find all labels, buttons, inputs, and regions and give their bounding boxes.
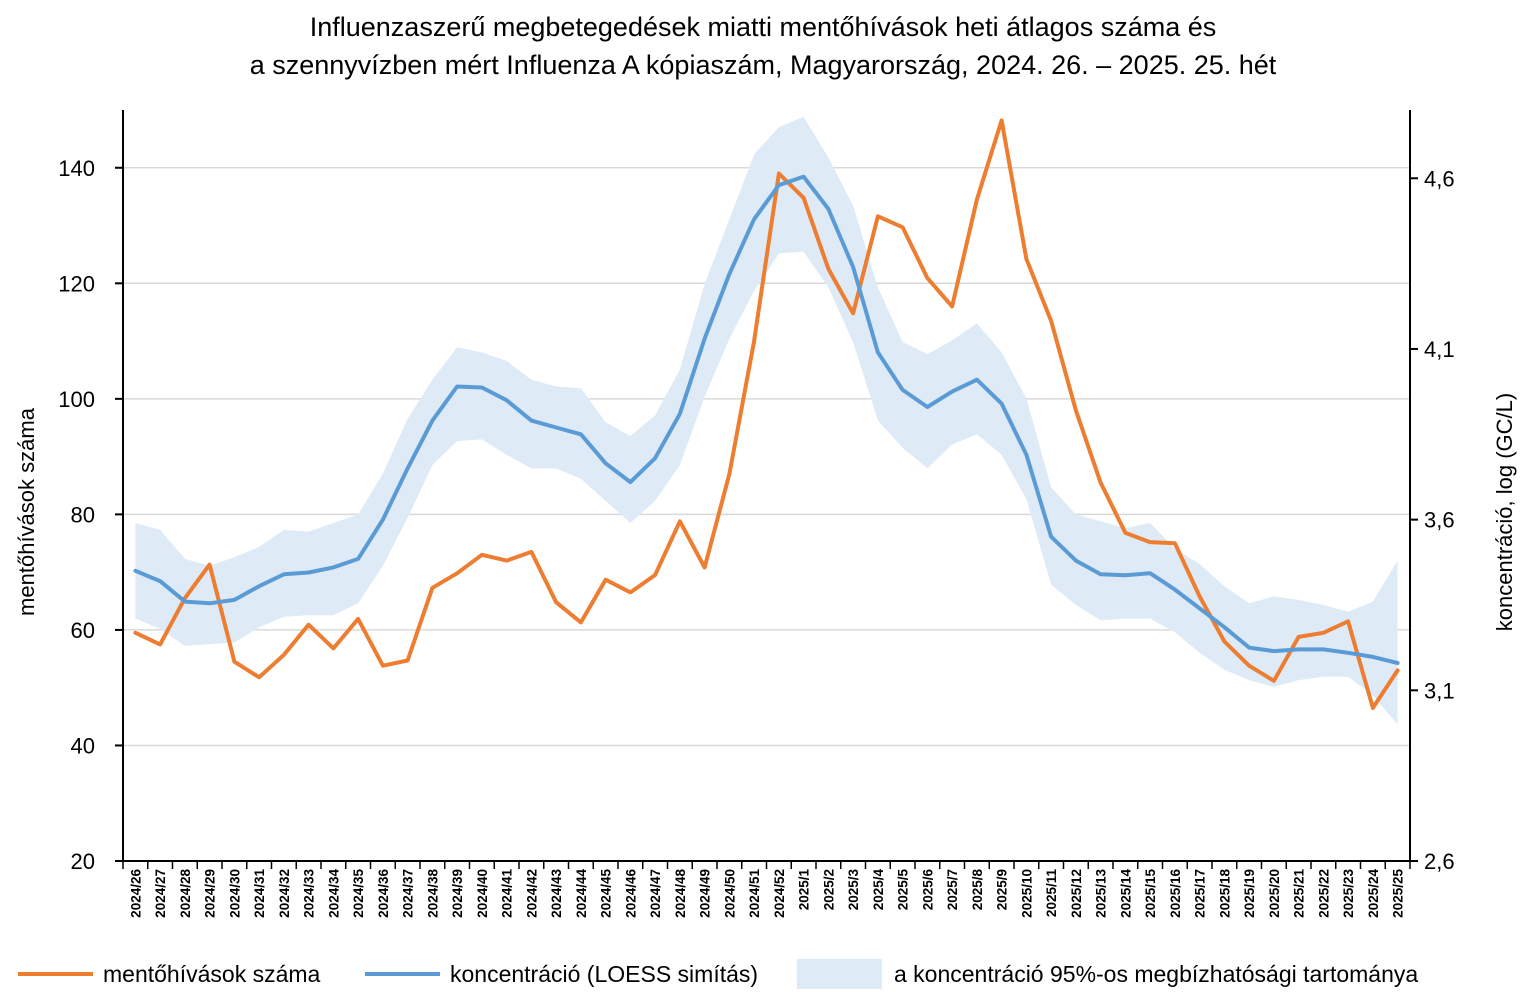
chart-title-line-1: Influenzaszerű megbetegedések miatti men… [309, 12, 1217, 42]
confidence-band [135, 116, 1398, 725]
chart-title-line-2: a szennyvízben mért Influenza A kópiaszá… [249, 50, 1277, 80]
legend-swatch-band [797, 959, 882, 989]
x-tick-label: 2025/4 [871, 869, 886, 911]
concentration-line [133, 174, 1400, 665]
x-tick-label: 2024/35 [351, 869, 366, 918]
y2-tick-label: 2,6 [1424, 849, 1455, 874]
confidence-band-layer [135, 116, 1398, 725]
x-tick-label: 2025/20 [1267, 869, 1282, 918]
x-tick-label: 2025/2 [821, 869, 836, 910]
x-tick-label: 2024/37 [401, 869, 416, 918]
y-axis-label: mentőhívások száma [14, 407, 39, 616]
y2-tick-label: 4,6 [1424, 166, 1455, 191]
x-tick-label: 2024/49 [698, 869, 713, 918]
y-tick-label: 20 [71, 849, 95, 874]
y-tick-label: 60 [71, 618, 95, 643]
legend-item-conc: koncentráció (LOESS simítás) [365, 958, 758, 990]
x-tick-label: 2024/33 [302, 869, 317, 918]
chart-area: 20 40 60 80 100 120 140 2,6 3,1 3,6 4,1 4,6 2024/26 2… [14, 110, 1517, 918]
x-tick-label: 2024/32 [277, 869, 292, 918]
x-tick-label: 2024/45 [599, 869, 614, 918]
x-tick-label: 2024/43 [549, 869, 564, 918]
x-tick-label: 2024/50 [722, 869, 737, 918]
x-tick-label: 2025/13 [1094, 869, 1109, 918]
x-tick-label: 2024/27 [153, 869, 168, 918]
x-tick-label: 2025/17 [1193, 869, 1208, 918]
axes [115, 110, 1418, 869]
y2-tick-label: 3,6 [1424, 508, 1455, 533]
x-tick-label: 2025/12 [1069, 869, 1084, 918]
x-tick-label: 2025/19 [1242, 869, 1257, 918]
x-tick-label: 2025/14 [1118, 869, 1133, 918]
x-tick-label: 2024/31 [252, 869, 267, 918]
legend-label-conc: koncentráció (LOESS simítás) [450, 960, 759, 987]
tick-labels: 20 40 60 80 100 120 140 2,6 3,1 3,6 4,1 4,6 2024/26 2… [58, 156, 1454, 918]
x-tick-label: 2025/11 [1044, 869, 1059, 918]
y-tick-label: 80 [71, 502, 95, 527]
legend-swatch-conc [365, 972, 440, 976]
legend-label-band: a koncentráció 95%-os megbízhatósági tar… [894, 960, 1419, 987]
x-tick-label: 2025/6 [920, 869, 935, 911]
y2-tick-label: 3,1 [1424, 678, 1455, 703]
x-tick-label: 2024/47 [648, 869, 663, 918]
x-tick-label: 2024/36 [376, 869, 391, 918]
x-tick-label: 2024/41 [500, 869, 515, 918]
x-tick-label: 2024/29 [203, 869, 218, 918]
y2-tick-label: 4,1 [1424, 337, 1455, 362]
x-tick-label: 2024/28 [178, 869, 193, 918]
x-tick-label: 2025/7 [945, 869, 960, 910]
x-tick-label: 2025/18 [1217, 869, 1232, 918]
series-layer [133, 118, 1400, 710]
x-tick-label: 2025/1 [797, 869, 812, 911]
x-tick-label: 2024/34 [326, 869, 341, 918]
x-tick-label: 2024/40 [475, 869, 490, 918]
calls-line [133, 118, 1400, 710]
x-tick-label: 2025/16 [1168, 869, 1183, 918]
x-tick-label: 2025/23 [1341, 869, 1356, 918]
legend-item-calls: mentőhívások száma [18, 958, 320, 990]
legend-item-band: a koncentráció 95%-os megbízhatósági tar… [797, 958, 1418, 990]
x-tick-label: 2025/24 [1366, 869, 1381, 918]
x-tick-label: 2024/30 [227, 869, 242, 918]
y-tick-label: 120 [58, 271, 95, 296]
x-tick-label: 2024/39 [450, 869, 465, 918]
legend-swatch-calls [18, 972, 93, 976]
y2-axis-label: koncentráció, log (GC/L) [1492, 393, 1517, 631]
x-tick-label: 2024/46 [623, 869, 638, 918]
x-tick-label: 2024/42 [524, 869, 539, 918]
y-tick-label: 100 [58, 387, 95, 412]
x-tick-label: 2025/21 [1292, 869, 1307, 918]
legend-label-calls: mentőhívások száma [103, 960, 321, 987]
y-tick-label: 40 [71, 733, 95, 758]
x-tick-label: 2025/3 [846, 869, 861, 911]
x-tick-label: 2025/22 [1316, 869, 1331, 918]
x-tick-label: 2025/9 [995, 869, 1010, 910]
x-tick-label: 2024/38 [425, 869, 440, 918]
x-tick-label: 2024/52 [772, 869, 787, 918]
y-tick-label: 140 [58, 156, 95, 181]
x-tick-label: 2024/26 [128, 869, 143, 918]
x-tick-label: 2025/15 [1143, 869, 1158, 918]
x-tick-label: 2025/25 [1391, 869, 1406, 918]
x-tick-label: 2024/51 [747, 869, 762, 918]
x-tick-label: 2025/8 [970, 869, 985, 911]
x-tick-label: 2025/10 [1019, 869, 1034, 918]
x-tick-label: 2025/5 [896, 869, 911, 911]
x-tick-label: 2024/44 [574, 869, 589, 918]
x-tick-label: 2024/48 [673, 869, 688, 918]
